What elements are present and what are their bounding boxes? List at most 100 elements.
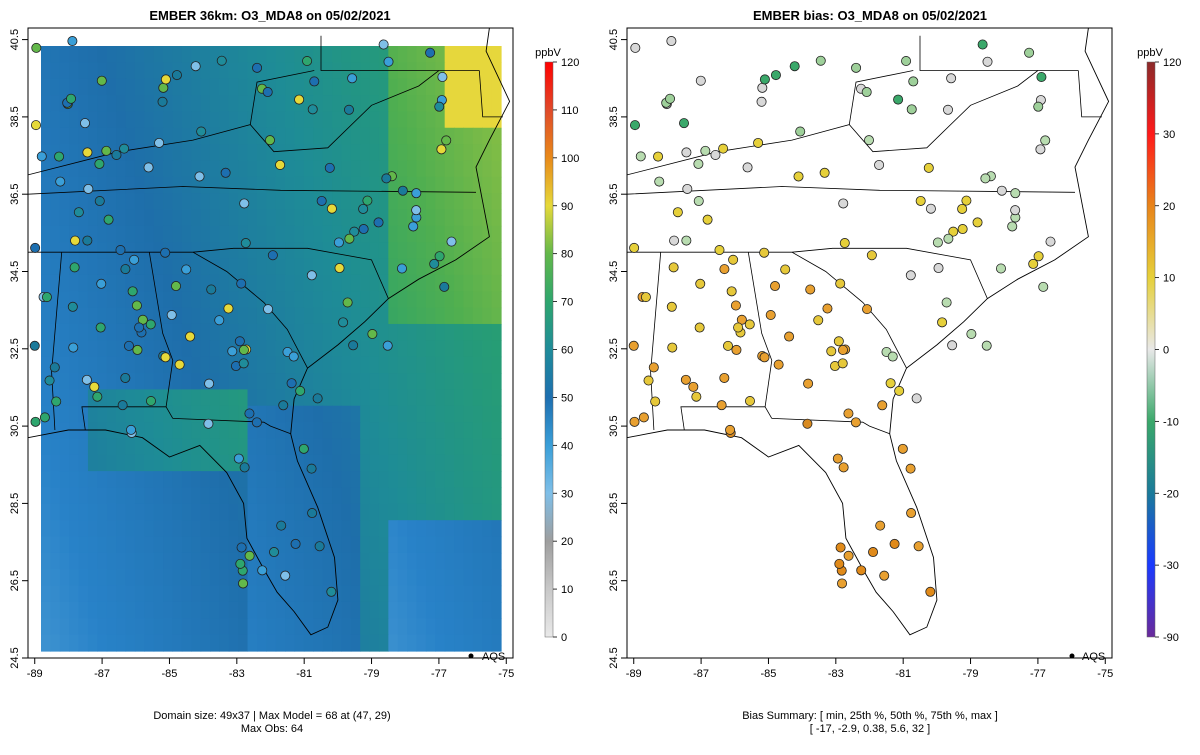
model-grid-cell [256,422,267,440]
model-grid-cell [322,176,333,194]
model-grid-cell [482,62,493,80]
model-grid-cell [78,209,89,227]
model-grid-cell [106,520,117,538]
model-grid-cell [78,193,89,211]
model-grid-cell [200,209,211,227]
x-tick-label: -87 [94,668,110,680]
obs-site-marker [348,340,359,351]
model-grid-cell [256,454,267,472]
model-grid-cell [59,438,70,456]
model-grid-cell [247,95,258,113]
model-grid-cell [369,78,380,96]
model-grid-cell [341,111,352,129]
model-grid-cell [322,356,333,374]
model-grid-cell [191,487,202,505]
model-grid-cell [87,127,98,145]
model-grid-cell [125,569,136,587]
model-grid-cell [219,373,230,390]
model-grid-cell [163,422,174,440]
model-grid-cell [369,176,380,194]
model-grid-cell [454,291,465,309]
model-grid-cell [332,95,343,113]
model-grid-cell [454,111,465,129]
model-grid-cell [388,618,399,636]
obs-site-marker [343,104,354,115]
bias-site-marker [650,396,661,407]
model-grid-cell [41,111,51,129]
model-grid-cell [303,487,314,505]
model-grid-cell [285,95,296,113]
model-grid-cell [294,487,305,505]
model-grid-cell [87,356,98,374]
model-grid-cell [247,258,258,276]
model-grid-cell [463,503,474,521]
model-grid-cell [134,160,145,178]
model-grid-cell [134,634,145,652]
model-grid-cell [454,78,465,96]
model-grid-cell [78,291,89,309]
model-grid-cell [266,111,277,129]
model-grid-cell [181,323,192,341]
model-grid-cell [134,242,145,260]
bias-site-marker [995,263,1006,274]
model-grid-cell [238,111,249,129]
model-grid-cell [303,389,314,407]
model-grid-cell [87,405,98,423]
model-grid-cell [116,160,127,178]
bias-site-marker [948,226,959,237]
model-grid-cell [106,373,117,390]
state-border [1077,70,1102,118]
model-grid-cell [463,389,474,407]
model-grid-cell [247,144,258,162]
model-grid-cell [463,520,474,538]
obs-site-marker [83,183,94,194]
model-grid-cell [125,291,136,309]
model-grid-cell [247,487,258,505]
obs-site-marker [166,310,177,321]
model-grid-cell [472,144,483,162]
obs-site-marker [306,270,317,281]
obs-site-marker [29,340,40,351]
model-grid-cell [435,193,446,211]
model-grid-cell [97,569,108,587]
bias-site-marker [742,162,753,173]
model-grid-cell [106,78,117,96]
model-grid-cell [153,62,164,80]
model-grid-cell [303,307,314,325]
model-grid-cell [181,127,192,145]
model-grid-cell [228,405,239,423]
model-grid-cell [228,536,239,554]
y-tick-label: 36.5 [608,183,620,204]
model-grid-cell [407,307,418,325]
model-grid-cell [228,176,239,194]
model-grid-cell [50,62,61,80]
model-grid-cell [200,323,211,341]
model-grid-cell [172,634,183,652]
model-grid-cell [275,127,286,145]
model-grid-cell [454,373,465,390]
model-grid-cell [444,585,455,603]
model-grid-cell [87,569,98,587]
bias-site-marker [1033,101,1044,112]
model-grid-cell [491,323,502,341]
model-grid-cell [181,78,192,96]
model-grid-cell [219,585,230,603]
model-grid-cell [454,618,465,636]
model-grid-cell [407,422,418,440]
model-grid-cell [294,601,305,619]
model-grid-cell [482,389,493,407]
model-grid-cell [97,225,108,243]
model-grid-cell [144,422,155,440]
colorbar-tick-label: 120 [1163,57,1181,69]
model-grid-cell [247,46,258,63]
model-grid-cell [303,520,314,538]
model-grid-cell [41,209,51,227]
model-grid-cell [116,601,127,619]
model-grid-cell [200,127,211,145]
model-grid-cell [219,471,230,489]
model-grid-cell [87,242,98,260]
model-grid-cell [332,46,343,63]
model-grid-cell [41,274,51,292]
model-grid-cell [134,356,145,374]
model-grid-cell [416,225,427,243]
